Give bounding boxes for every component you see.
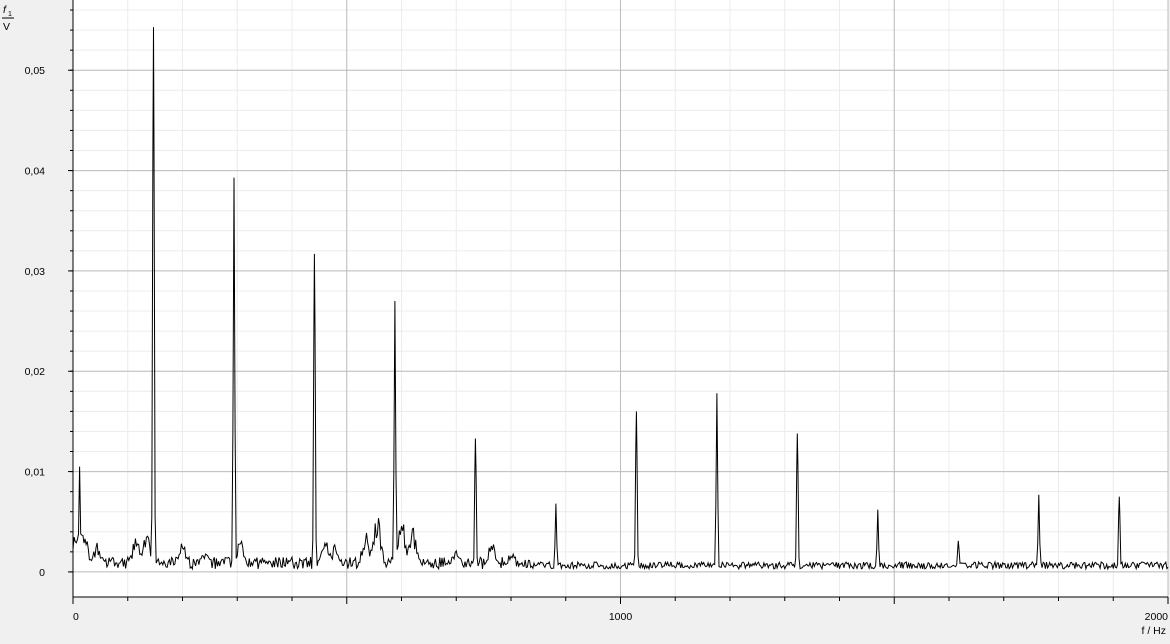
x-tick-label: 0 [73,611,79,623]
y-tick-label: 0,03 [25,266,46,278]
y-tick-label: 0,01 [25,467,46,479]
tick-labels: 0 0,01 0,02 0,03 0,04 0,05 0 1000 2000 [25,65,1169,623]
x-axis-label: f / Hz [1141,625,1166,637]
major-grid [73,0,1169,597]
y-axis-label-subscript: 1 [8,11,12,18]
x-tick-label: 1000 [609,611,633,623]
y-tick-label: 0,04 [25,166,46,178]
axes [68,0,1169,604]
x-tick-label: 2000 [1145,611,1169,623]
spectrum-series-line [72,27,1169,571]
y-tick-label: 0,02 [25,366,46,378]
y-axis-label-symbol: f [3,4,7,16]
y-tick-label: 0,05 [25,65,46,77]
y-tick-label: 0 [39,567,45,579]
y-axis-label-unit: V [3,21,10,33]
